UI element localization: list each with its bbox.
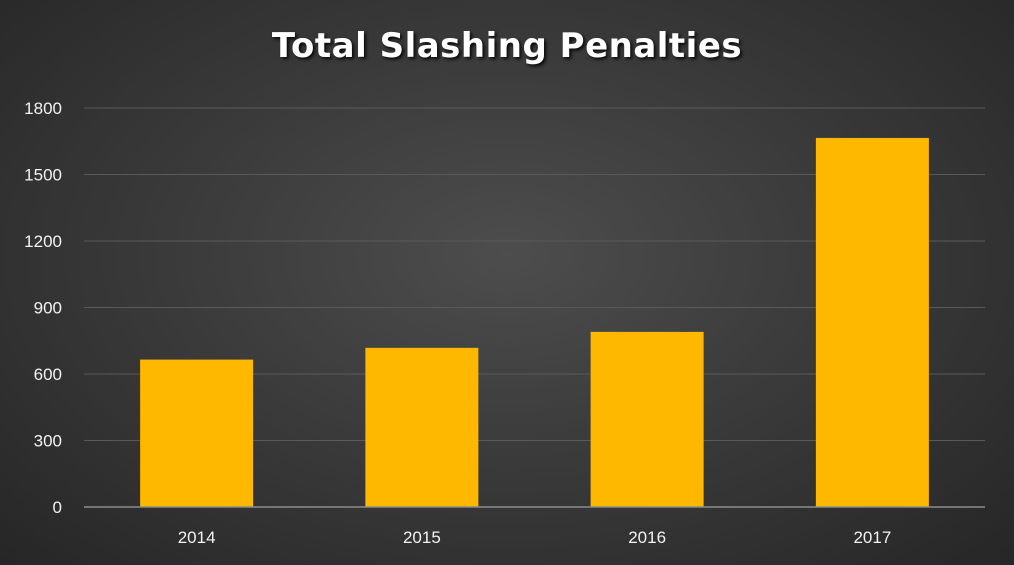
bar-2015 xyxy=(365,347,479,507)
x-tick-label: 2014 xyxy=(178,528,216,547)
y-tick-label: 0 xyxy=(53,498,62,517)
y-tick-label: 1500 xyxy=(24,166,62,185)
bar-2016 xyxy=(590,331,704,507)
y-tick-label: 900 xyxy=(34,299,62,318)
y-tick-label: 300 xyxy=(34,432,62,451)
bar-2017 xyxy=(815,137,929,508)
bars xyxy=(140,137,929,508)
x-tick-labels: 2014 2015 2016 2017 xyxy=(178,528,892,547)
x-tick-label: 2017 xyxy=(853,528,891,547)
y-tick-label: 600 xyxy=(34,365,62,384)
y-tick-label: 1800 xyxy=(24,99,62,118)
bar-2014 xyxy=(140,359,254,507)
x-tick-label: 2016 xyxy=(628,528,666,547)
y-tick-labels: 0 300 600 900 1200 1500 1800 xyxy=(24,99,62,517)
x-tick-label: 2015 xyxy=(403,528,441,547)
chart-title: Total Slashing Penalties xyxy=(271,26,743,66)
y-tick-label: 1200 xyxy=(24,232,62,251)
